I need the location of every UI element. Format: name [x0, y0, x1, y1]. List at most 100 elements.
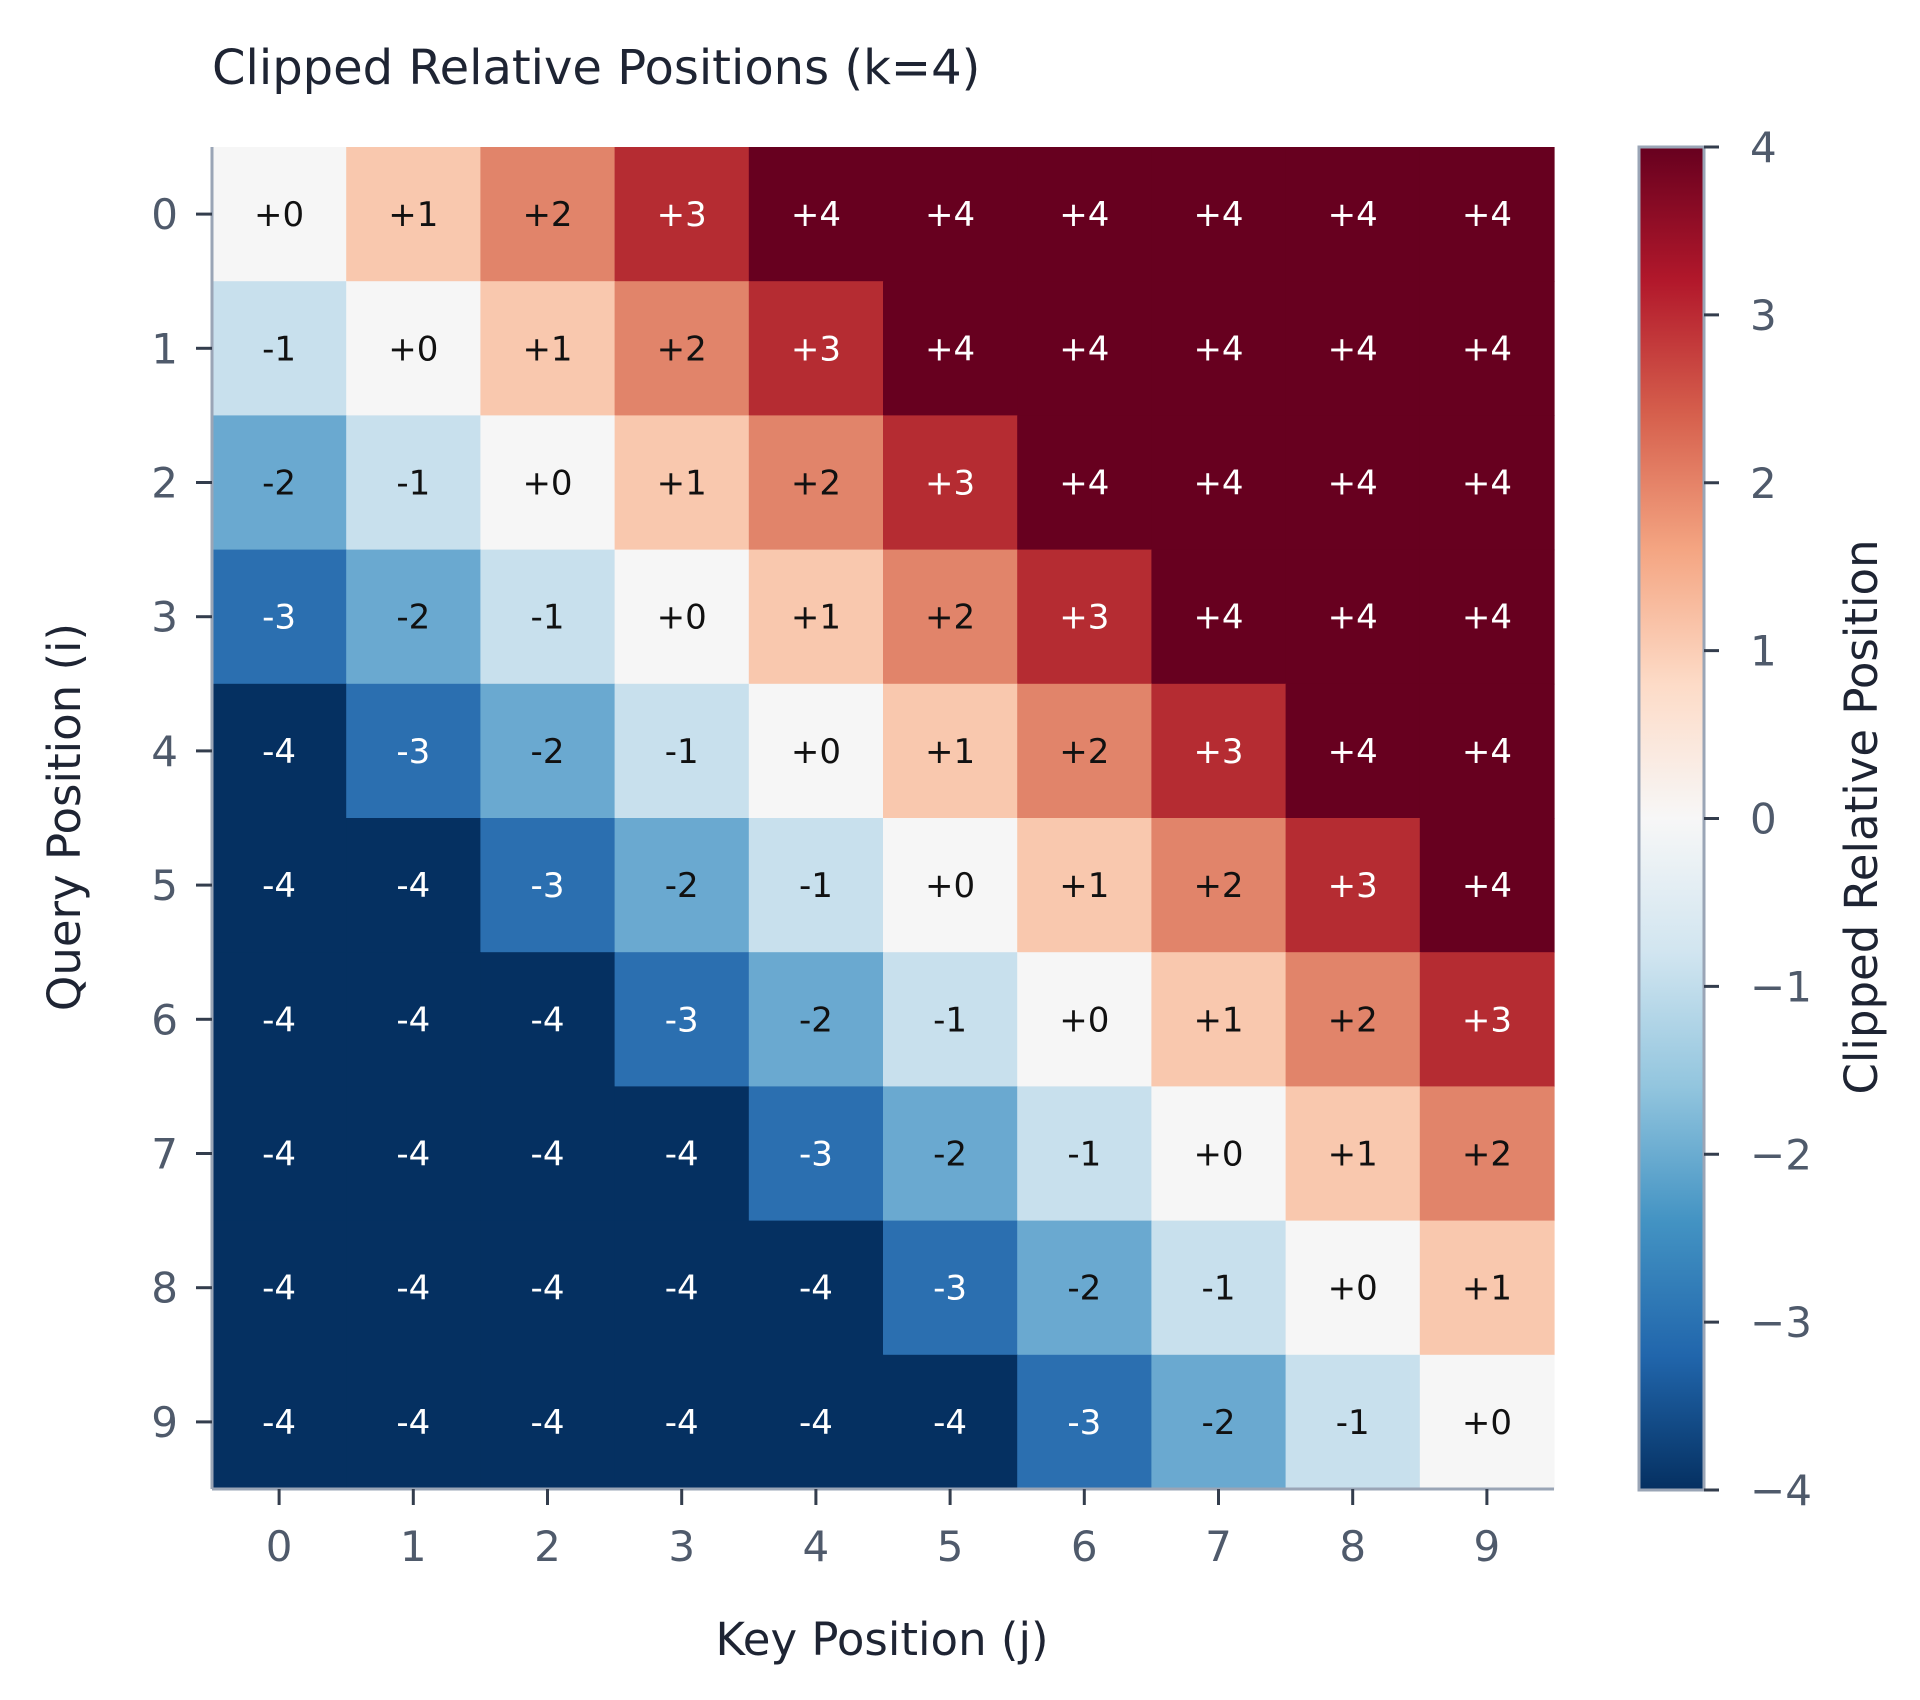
cell-value-label: -2 — [1067, 1269, 1101, 1309]
heatmap-cell — [1285, 1354, 1421, 1490]
cell-value-label: +4 — [1328, 464, 1378, 504]
heatmap-cell — [346, 1354, 481, 1490]
colorbar-label: Clipped Relative Position — [1835, 539, 1888, 1094]
x-tick-label: 4 — [803, 1522, 830, 1571]
heatmap-cell — [748, 818, 884, 953]
cell-value-label: -1 — [933, 1000, 967, 1040]
cell-value-label: +1 — [522, 329, 572, 369]
cell-value-label: +4 — [925, 195, 975, 235]
cell-value-label: +1 — [1462, 1269, 1512, 1309]
heatmap-cell — [883, 818, 1018, 953]
cell-value-label: -1 — [799, 866, 833, 906]
cell-value-label: -4 — [262, 1403, 296, 1443]
cell-value-label: +0 — [925, 866, 975, 906]
cell-value-label: +2 — [1059, 732, 1109, 772]
heatmap-cell — [212, 549, 347, 685]
cell-value-label: +0 — [1328, 1269, 1378, 1309]
heatmap-cell — [1151, 1220, 1287, 1356]
heatmap-cell — [212, 415, 347, 551]
heatmap-cell — [614, 1086, 750, 1222]
cell-value-label: -1 — [1202, 1269, 1236, 1309]
cell-value-label: +2 — [522, 195, 572, 235]
heatmap-cell — [480, 147, 616, 282]
cell-value-label: -2 — [933, 1135, 967, 1175]
heatmap-cell — [346, 1220, 481, 1356]
cell-value-label: +4 — [925, 329, 975, 369]
y-axis: 0 1 2 3 4 5 6 7 8 9 — [151, 147, 214, 1489]
heatmap-cell — [480, 1220, 616, 1356]
cell-value-label: -2 — [665, 866, 699, 906]
colorbar-tick-label: 2 — [1750, 459, 1777, 508]
cell-value-label: -4 — [396, 1269, 430, 1309]
cell-value-label: +4 — [1059, 195, 1109, 235]
heatmap-cell — [346, 281, 481, 416]
heatmap-cell — [480, 683, 616, 819]
cell-value-label: -4 — [262, 1269, 296, 1309]
cell-value-label: -4 — [665, 1135, 699, 1175]
heatmap-cell — [1419, 952, 1555, 1087]
x-tick-label: 6 — [1071, 1522, 1098, 1571]
x-tick-label: 8 — [1339, 1522, 1366, 1571]
cell-value-label: -4 — [799, 1403, 833, 1443]
cell-value-label: +1 — [1059, 866, 1109, 906]
heatmap-cell — [1419, 1086, 1555, 1222]
cell-value-label: -3 — [1067, 1403, 1101, 1443]
x-tick-label: 9 — [1474, 1522, 1501, 1571]
cell-value-label: +4 — [791, 195, 841, 235]
heatmap-cell — [1285, 281, 1421, 416]
heatmap-cell — [748, 1220, 884, 1356]
heatmap-cell — [212, 1354, 347, 1490]
colorbar-tick-label: 1 — [1750, 627, 1777, 676]
cell-value-label: -2 — [262, 464, 296, 504]
heatmap-cell — [1151, 1354, 1287, 1490]
heatmap-cell — [883, 1354, 1018, 1490]
heatmap-cell — [346, 683, 481, 819]
x-tick-label: 0 — [266, 1522, 293, 1571]
cell-value-label: +3 — [791, 329, 841, 369]
y-tick-label: 1 — [151, 324, 178, 373]
cell-value-label: -1 — [665, 732, 699, 772]
heatmap-cell — [1285, 415, 1421, 551]
heatmap-cell — [614, 952, 750, 1087]
cell-value-label: +1 — [388, 195, 438, 235]
cell-value-label: +2 — [1462, 1135, 1512, 1175]
cell-value-label: -2 — [531, 732, 565, 772]
heatmap-cell — [1017, 415, 1152, 551]
heatmap-cell — [1017, 549, 1152, 685]
cell-value-label: -4 — [396, 1135, 430, 1175]
heatmap-cell — [614, 415, 750, 551]
heatmap-cell — [1017, 1086, 1152, 1222]
heatmap-cell — [212, 281, 347, 416]
heatmap-cell — [614, 281, 750, 416]
heatmap-cell — [1017, 281, 1152, 416]
cell-value-label: +4 — [1328, 195, 1378, 235]
heatmap-cell — [346, 147, 481, 282]
cell-value-label: -4 — [396, 1000, 430, 1040]
cell-value-label: +4 — [1328, 732, 1378, 772]
cell-value-label: +1 — [1193, 1000, 1243, 1040]
heatmap-cell — [1285, 1220, 1421, 1356]
heatmap-cell — [1017, 818, 1152, 953]
cell-value-label: +1 — [657, 464, 707, 504]
y-tick-label: 2 — [151, 459, 178, 508]
heatmap-cell — [748, 281, 884, 416]
heatmap-cell — [614, 683, 750, 819]
heatmap-cell — [480, 281, 616, 416]
heatmap-cell — [1017, 952, 1152, 1087]
cell-value-label: -3 — [262, 598, 296, 638]
heatmap-cell — [480, 1086, 616, 1222]
heatmap-cell — [346, 952, 481, 1087]
cell-value-label: +4 — [1193, 598, 1243, 638]
cell-value-label: -4 — [665, 1269, 699, 1309]
heatmap-cell — [883, 1086, 1018, 1222]
cell-value-label: -4 — [531, 1269, 565, 1309]
heatmap-cell — [748, 952, 884, 1087]
heatmap-cell — [883, 147, 1018, 282]
heatmap-cell-labels: +0 +1 +2 +3 +4 +4 +4 +4 +4 +4 -1 +0 +1 +2 +3 +4 +4 +4 +4 +4… — [254, 195, 1512, 1443]
heatmap-cell — [1419, 415, 1555, 551]
heatmap-cell — [1285, 147, 1421, 282]
heatmap-cell — [1017, 683, 1152, 819]
heatmap-cell — [1419, 1354, 1555, 1490]
cell-value-label: +0 — [1462, 1403, 1512, 1443]
heatmap-cell — [1151, 281, 1287, 416]
